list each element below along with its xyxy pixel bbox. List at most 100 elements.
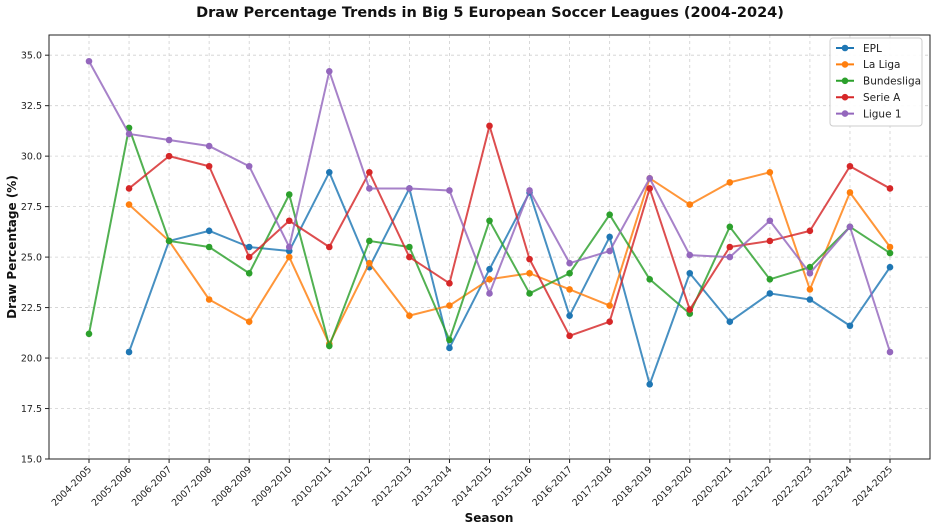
data-point xyxy=(446,336,453,344)
data-point xyxy=(606,302,613,309)
legend-swatch-marker xyxy=(841,77,849,85)
data-point xyxy=(526,255,533,263)
data-point xyxy=(486,290,493,297)
data-point xyxy=(205,243,213,251)
data-point xyxy=(326,342,333,350)
data-point xyxy=(205,142,213,150)
legend-label: Ligue 1 xyxy=(863,108,902,120)
data-point xyxy=(165,152,173,160)
y-tick-label: 30.0 xyxy=(21,152,42,163)
data-point xyxy=(686,251,694,259)
series-serie-a xyxy=(125,122,894,340)
data-point xyxy=(766,237,774,245)
data-point xyxy=(566,332,573,340)
legend-item: Serie A xyxy=(836,92,901,104)
data-point xyxy=(806,296,814,303)
series-line xyxy=(128,124,891,337)
data-point xyxy=(326,243,333,251)
series-bundesliga xyxy=(85,124,894,350)
data-point xyxy=(285,253,293,261)
data-point xyxy=(886,185,894,192)
y-axis: 15.0 17.5 20.0 22.5 25.0 27.5 30.0 32.5 35.0 xyxy=(21,51,49,466)
data-point xyxy=(285,243,293,251)
data-point xyxy=(846,162,854,170)
data-point xyxy=(486,217,493,225)
x-tick-label: 2008-2009 xyxy=(210,464,254,508)
data-point xyxy=(846,322,854,330)
y-tick-label: 27.5 xyxy=(21,202,42,213)
data-point xyxy=(846,223,854,231)
legend-label: Bundesliga xyxy=(863,76,921,88)
data-point xyxy=(526,269,533,277)
data-point xyxy=(606,318,613,326)
legend-item: Ligue 1 xyxy=(836,108,902,120)
y-tick-label: 35.0 xyxy=(21,51,42,62)
data-point xyxy=(406,312,413,319)
data-point xyxy=(446,344,453,352)
x-tick-label: 2015-2016 xyxy=(490,464,534,508)
data-point xyxy=(125,130,133,138)
legend-item: La Liga xyxy=(836,59,901,71)
data-point xyxy=(886,263,894,271)
x-tick-label: 2021-2022 xyxy=(731,464,775,508)
data-point xyxy=(566,259,573,267)
data-point xyxy=(686,269,694,277)
y-axis-label: Draw Percentage (%) xyxy=(5,175,19,319)
data-point xyxy=(806,263,814,271)
data-point xyxy=(125,201,133,208)
data-point xyxy=(85,330,93,338)
data-point xyxy=(646,175,653,182)
data-point xyxy=(406,185,413,192)
data-point xyxy=(326,68,333,75)
x-tick-label: 2007-2008 xyxy=(170,464,214,508)
chart-title: Draw Percentage Trends in Big 5 European… xyxy=(196,5,784,21)
y-tick-label: 25.0 xyxy=(21,253,42,264)
data-point xyxy=(285,191,293,198)
x-tick-label: 2006-2007 xyxy=(130,464,174,508)
data-point xyxy=(726,243,734,251)
data-point xyxy=(285,217,293,225)
legend: EPL La Liga Bundesliga Serie A Ligue 1 xyxy=(829,37,923,127)
x-tick-label: 2005-2006 xyxy=(90,464,134,508)
data-point xyxy=(165,136,173,144)
data-point xyxy=(486,276,493,283)
x-tick-label: 2024-2025 xyxy=(851,464,895,508)
data-point xyxy=(526,187,533,194)
data-point xyxy=(245,318,253,326)
data-point xyxy=(245,243,253,251)
x-tick-label: 2017-2018 xyxy=(570,464,614,508)
data-point xyxy=(245,162,253,170)
data-point xyxy=(646,276,653,283)
data-point xyxy=(606,233,613,241)
x-tick-label: 2019-2020 xyxy=(650,464,694,508)
data-point xyxy=(686,201,694,208)
series-line xyxy=(128,171,891,386)
data-point xyxy=(366,168,373,176)
data-point xyxy=(446,187,453,194)
data-point xyxy=(566,312,573,319)
legend-item: Bundesliga xyxy=(836,76,921,88)
x-tick-label: 2013-2014 xyxy=(410,464,454,508)
data-point xyxy=(446,302,453,309)
data-point xyxy=(806,286,814,293)
legend-swatch-marker xyxy=(841,44,849,52)
data-point xyxy=(606,247,613,255)
x-axis-label: Season xyxy=(465,511,514,525)
legend-swatch-marker xyxy=(841,110,849,117)
series-layer xyxy=(85,57,894,388)
data-point xyxy=(406,243,413,251)
legend-label: Serie A xyxy=(863,92,901,104)
data-point xyxy=(566,269,573,277)
x-tick-label: 2004-2005 xyxy=(50,464,94,508)
x-tick-label: 2022-2023 xyxy=(771,464,815,508)
data-point xyxy=(886,249,894,257)
data-point xyxy=(486,122,493,130)
data-point xyxy=(726,253,734,261)
data-point xyxy=(606,211,613,218)
data-point xyxy=(726,223,734,231)
data-point xyxy=(165,237,173,245)
series-la-liga xyxy=(125,168,894,348)
data-point xyxy=(205,162,213,170)
data-point xyxy=(205,296,213,303)
data-point xyxy=(726,318,734,326)
